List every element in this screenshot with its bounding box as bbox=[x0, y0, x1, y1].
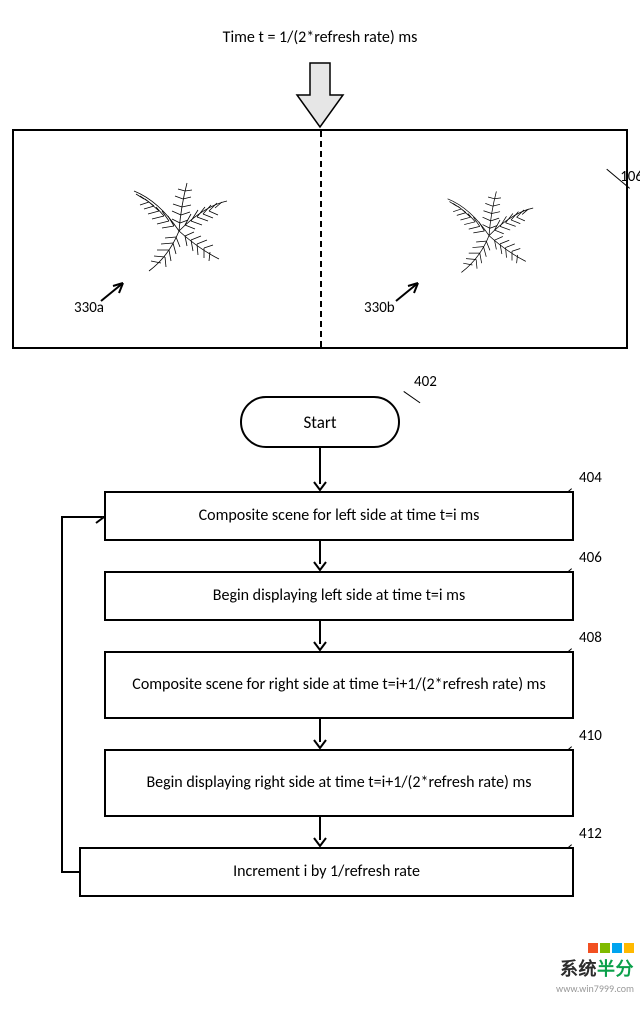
flow-box-412: Increment i by 1/refresh rate bbox=[79, 847, 574, 897]
flow-box-406: Begin displaying left side at time t=i m… bbox=[104, 571, 574, 621]
ms-logo-icon bbox=[556, 943, 634, 953]
logo-sq-1 bbox=[588, 943, 598, 953]
ref-num-412: 412 bbox=[579, 825, 602, 843]
leaf-left-icon bbox=[109, 171, 249, 281]
flow-box-410: Begin displaying right side at time t=i+… bbox=[104, 749, 574, 817]
arrow-404-406 bbox=[312, 541, 328, 571]
arrow-410-412 bbox=[312, 817, 328, 847]
flow-box-404: Composite scene for left side at time t=… bbox=[104, 491, 574, 541]
watermark-text: 系统半分 bbox=[556, 955, 634, 981]
watermark-prefix: 系统 bbox=[560, 958, 597, 980]
leaf-right-icon bbox=[425, 180, 554, 281]
ref-num-408: 408 bbox=[579, 629, 602, 647]
arrow-402-404 bbox=[312, 448, 328, 491]
ref-label-330a: 330a bbox=[74, 299, 104, 317]
display-divider bbox=[320, 131, 322, 347]
watermark-accent: 半分 bbox=[597, 958, 634, 980]
arrow-408-410 bbox=[312, 719, 328, 749]
ref-num-406: 406 bbox=[579, 549, 602, 567]
flow-start: Start bbox=[240, 396, 400, 448]
watermark: 系统半分 www.win7999.com bbox=[556, 943, 634, 995]
arrow-406-408 bbox=[312, 621, 328, 651]
logo-sq-4 bbox=[624, 943, 634, 953]
ref-num-404: 404 bbox=[579, 469, 602, 487]
time-formula-label: Time t = 1/(2*refresh rate) ms bbox=[0, 28, 640, 47]
ref-num-410: 410 bbox=[579, 727, 602, 745]
logo-sq-3 bbox=[612, 943, 622, 953]
ref-arrow-330b bbox=[394, 279, 424, 303]
flowchart: 402 Start 404 Composite scene for left s… bbox=[24, 371, 616, 961]
feedback-arrow bbox=[54, 516, 79, 898]
ref-label-330b: 330b bbox=[364, 299, 395, 317]
flow-box-408: Composite scene for right side at time t… bbox=[104, 651, 574, 719]
down-arrow-icon bbox=[295, 61, 345, 129]
display-panel: 330a 330b bbox=[12, 129, 628, 349]
watermark-url: www.win7999.com bbox=[556, 982, 634, 995]
ref-num-402: 402 bbox=[414, 373, 437, 391]
logo-sq-2 bbox=[600, 943, 610, 953]
lead-402 bbox=[403, 391, 420, 403]
